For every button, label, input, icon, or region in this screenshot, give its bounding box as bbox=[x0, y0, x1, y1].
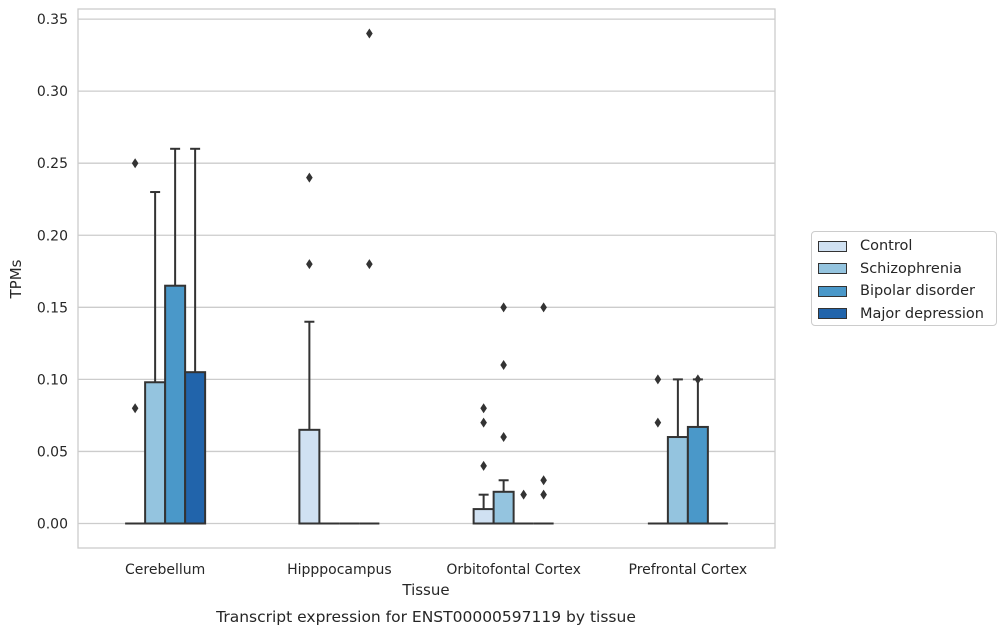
outlier-point bbox=[654, 374, 662, 385]
legend-label-major-depression: Major depression bbox=[860, 305, 984, 322]
y-tick-labels: 0.00 0.05 0.10 0.15 0.20 0.25 0.30 0.35 bbox=[37, 12, 68, 532]
x-tick-label: Cerebellum bbox=[125, 562, 205, 578]
legend-swatch-control bbox=[818, 240, 847, 252]
y-tick-label: 0.35 bbox=[37, 12, 68, 28]
outlier-point bbox=[131, 158, 139, 169]
y-axis-title: TPMs bbox=[7, 259, 25, 299]
outlier-point bbox=[480, 460, 487, 471]
y-tick-label: 0.25 bbox=[37, 156, 68, 172]
outlier-point bbox=[306, 259, 313, 270]
y-tick-label: 0.10 bbox=[37, 372, 68, 388]
outlier-point bbox=[500, 359, 507, 370]
bar bbox=[164, 284, 187, 525]
outlier-point bbox=[480, 417, 487, 428]
bar bbox=[686, 425, 709, 525]
legend-swatch-bipolar-disorder bbox=[818, 285, 847, 297]
outlier-point bbox=[366, 28, 373, 39]
chart-caption: Transcript expression for ENST0000059711… bbox=[215, 608, 636, 626]
outlier-point bbox=[131, 403, 139, 414]
bar bbox=[184, 371, 207, 525]
legend: Control Schizophrenia Bipolar disorder M… bbox=[811, 231, 997, 326]
outlier-point bbox=[500, 432, 507, 443]
legend-swatch-schizophrenia bbox=[818, 263, 847, 275]
bars-layer bbox=[125, 28, 728, 525]
x-tick-label: Hipppocampus bbox=[287, 562, 392, 578]
outlier-point bbox=[480, 403, 487, 414]
bar bbox=[298, 428, 321, 525]
y-tick-label: 0.05 bbox=[37, 444, 68, 460]
legend-label-schizophrenia: Schizophrenia bbox=[860, 260, 962, 277]
outlier-point bbox=[654, 417, 662, 428]
y-tick-label: 0.20 bbox=[37, 228, 68, 244]
y-tick-label: 0.30 bbox=[37, 84, 68, 100]
outlier-point bbox=[540, 302, 547, 313]
outlier-point bbox=[366, 259, 373, 270]
bar bbox=[492, 490, 515, 525]
x-tick-labels: Cerebellum Hipppocampus Orbitofontal Corte… bbox=[125, 562, 747, 578]
legend-item-major-depression: Major depression bbox=[818, 303, 996, 326]
bar bbox=[666, 436, 689, 525]
outlier-point bbox=[500, 302, 507, 313]
plot-frame bbox=[77, 8, 776, 549]
legend-item-schizophrenia: Schizophrenia bbox=[818, 258, 996, 281]
x-tick-label: Prefrontal Cortex bbox=[629, 562, 748, 578]
legend-label-bipolar-disorder: Bipolar disorder bbox=[860, 283, 975, 300]
outlier-point bbox=[306, 172, 313, 183]
outlier-point bbox=[694, 374, 702, 385]
outlier-point bbox=[520, 489, 527, 500]
legend-item-bipolar-disorder: Bipolar disorder bbox=[818, 280, 996, 303]
y-tick-label: 0.00 bbox=[37, 517, 68, 533]
legend-swatch-major-depression bbox=[818, 308, 847, 320]
legend-item-control: Control bbox=[818, 235, 996, 258]
legend-label-control: Control bbox=[860, 238, 913, 255]
bar bbox=[472, 508, 495, 525]
bar bbox=[144, 381, 167, 525]
x-tick-label: Orbitofontal Cortex bbox=[446, 562, 581, 578]
outlier-point bbox=[540, 489, 547, 500]
y-tick-label: 0.15 bbox=[37, 300, 68, 316]
x-axis-title: Tissue bbox=[401, 581, 449, 599]
outlier-point bbox=[540, 475, 547, 486]
